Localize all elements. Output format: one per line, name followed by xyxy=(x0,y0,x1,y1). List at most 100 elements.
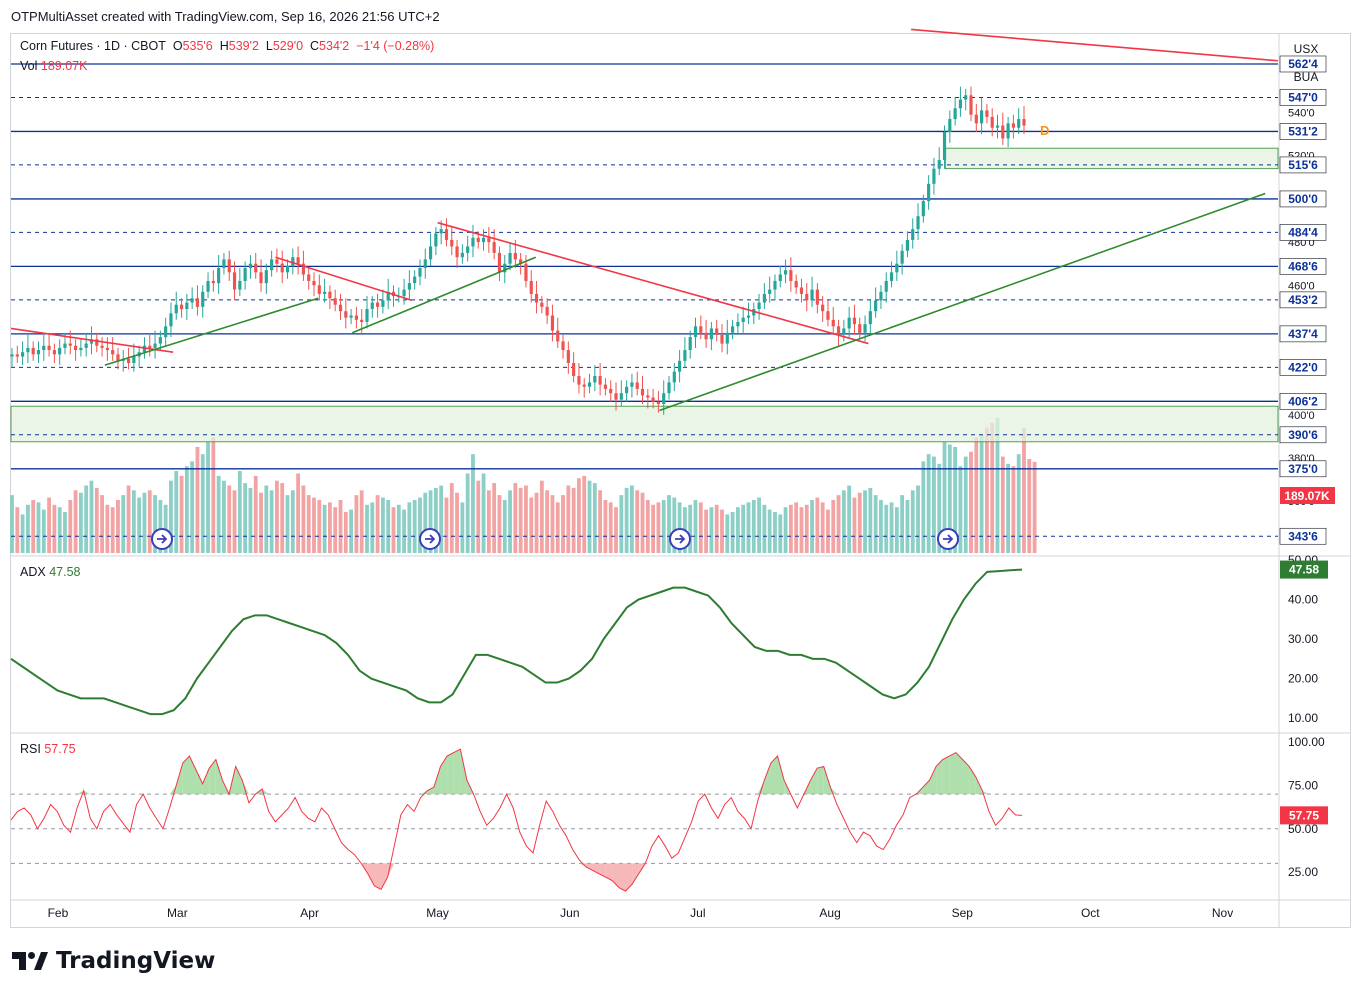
volume-bar xyxy=(423,492,428,553)
time-axis-tick: May xyxy=(426,906,449,920)
candle-body xyxy=(1001,125,1005,139)
volume-bar xyxy=(200,454,205,553)
candle-body xyxy=(174,304,178,314)
candle-body xyxy=(1022,119,1026,126)
volume-bar xyxy=(539,480,544,553)
candle-body xyxy=(969,95,973,115)
candle-body xyxy=(736,321,740,327)
open-value: 535'6 xyxy=(182,39,213,53)
price-level-label-box xyxy=(1279,55,1327,73)
volume-bar xyxy=(105,504,110,553)
price-level-label: 468'6 xyxy=(1288,259,1318,273)
volume-bar xyxy=(116,499,120,553)
volume-legend[interactable]: Vol 189.07K xyxy=(20,59,87,73)
volume-bar xyxy=(227,485,232,553)
volume-bar xyxy=(529,497,534,553)
volume-bar xyxy=(131,490,136,553)
volume-bar xyxy=(985,427,989,553)
volume-bar xyxy=(979,434,984,553)
chart-credit: OTPMultiAsset created with TradingView.c… xyxy=(11,9,440,24)
adx-title: ADX xyxy=(20,565,46,579)
symbol-legend[interactable]: Corn Futures · 1D · CBOT O535'6 H539'2 L… xyxy=(20,39,434,53)
currency-bua-button[interactable]: BUA xyxy=(1293,70,1319,84)
candle-body xyxy=(381,300,385,307)
adx-last-label-box xyxy=(1280,560,1328,579)
rsi-overbought-fill xyxy=(209,759,216,795)
symbol-name[interactable]: Corn Futures · 1D · CBOT xyxy=(20,39,166,53)
volume-bar xyxy=(365,504,369,553)
volume-bar xyxy=(248,487,253,553)
candle-body xyxy=(248,263,253,269)
rsi-overbought-fill xyxy=(955,752,963,795)
candle-body xyxy=(89,339,94,344)
volume-bar xyxy=(990,422,995,553)
volume-bar xyxy=(767,509,772,553)
volume-bar xyxy=(783,507,788,553)
candle-body xyxy=(879,291,883,301)
rsi-overbought-fill xyxy=(777,756,785,795)
candle-body xyxy=(460,252,464,258)
volume-bar xyxy=(619,495,624,553)
volume-bar xyxy=(502,499,507,553)
volume-bar xyxy=(773,512,777,553)
candle-body xyxy=(407,283,411,290)
volume-bar xyxy=(545,490,550,553)
candle-body xyxy=(688,337,692,351)
close-value: 534'2 xyxy=(319,39,350,53)
candle-body xyxy=(980,110,984,124)
candle-body xyxy=(275,259,279,264)
candle-body xyxy=(15,354,19,357)
candle-body xyxy=(582,384,586,387)
volume-bar xyxy=(1022,427,1026,553)
rsi-overbought-fill xyxy=(77,790,84,795)
candle-body xyxy=(158,337,162,344)
candle-body xyxy=(789,270,793,281)
volume-bar xyxy=(1006,463,1011,553)
rsi-axis-tick: 100.00 xyxy=(1288,735,1325,749)
volume-bar xyxy=(524,485,528,553)
volume-bar xyxy=(110,507,115,553)
volume-bar xyxy=(746,502,751,553)
price-level-label-box xyxy=(1279,156,1327,174)
volume-bar xyxy=(195,446,200,553)
price-level-label: 515'6 xyxy=(1288,158,1318,172)
volume-bar xyxy=(147,490,152,553)
rsi-overbought-fill xyxy=(242,780,249,795)
price-level-label: 390'6 xyxy=(1288,428,1318,442)
rsi-legend[interactable]: RSI 57.75 xyxy=(20,742,76,756)
volume-bar xyxy=(153,495,157,553)
volume-bar xyxy=(916,485,920,553)
volume-bar xyxy=(460,502,465,553)
volume-bar xyxy=(380,497,385,553)
adx-legend[interactable]: ADX 47.58 xyxy=(20,565,80,579)
volume-bar xyxy=(788,504,793,553)
candle-body xyxy=(572,363,576,376)
volume-bar xyxy=(222,480,226,553)
volume-bar xyxy=(73,490,78,553)
time-axis-tick: Mar xyxy=(167,906,188,920)
volume-bar xyxy=(905,499,910,553)
candle-body xyxy=(529,280,533,294)
candle-body xyxy=(852,317,857,325)
rsi-last-label-box xyxy=(1280,806,1328,825)
volume-bar xyxy=(57,507,62,553)
volume-bar xyxy=(677,502,682,553)
rsi-overbought-fill xyxy=(936,759,943,795)
candle-body xyxy=(762,293,766,303)
volume-bar xyxy=(561,495,565,553)
volume-bar xyxy=(396,504,401,553)
candle-body xyxy=(937,160,941,169)
currency-usx-button[interactable]: USX xyxy=(1293,42,1319,56)
candle-body xyxy=(418,268,422,277)
volume-bar xyxy=(656,502,661,553)
adx-series-line xyxy=(10,568,1023,716)
volume-bar xyxy=(974,437,979,553)
tradingview-brand[interactable]: TradingView xyxy=(12,948,215,974)
candle-body xyxy=(402,289,406,297)
price-axis-tick: 400'0 xyxy=(1288,410,1315,422)
volume-bar xyxy=(1027,458,1032,553)
volume-value: 189.07K xyxy=(40,59,88,73)
candle-body xyxy=(587,382,592,387)
volume-bar xyxy=(582,475,587,553)
